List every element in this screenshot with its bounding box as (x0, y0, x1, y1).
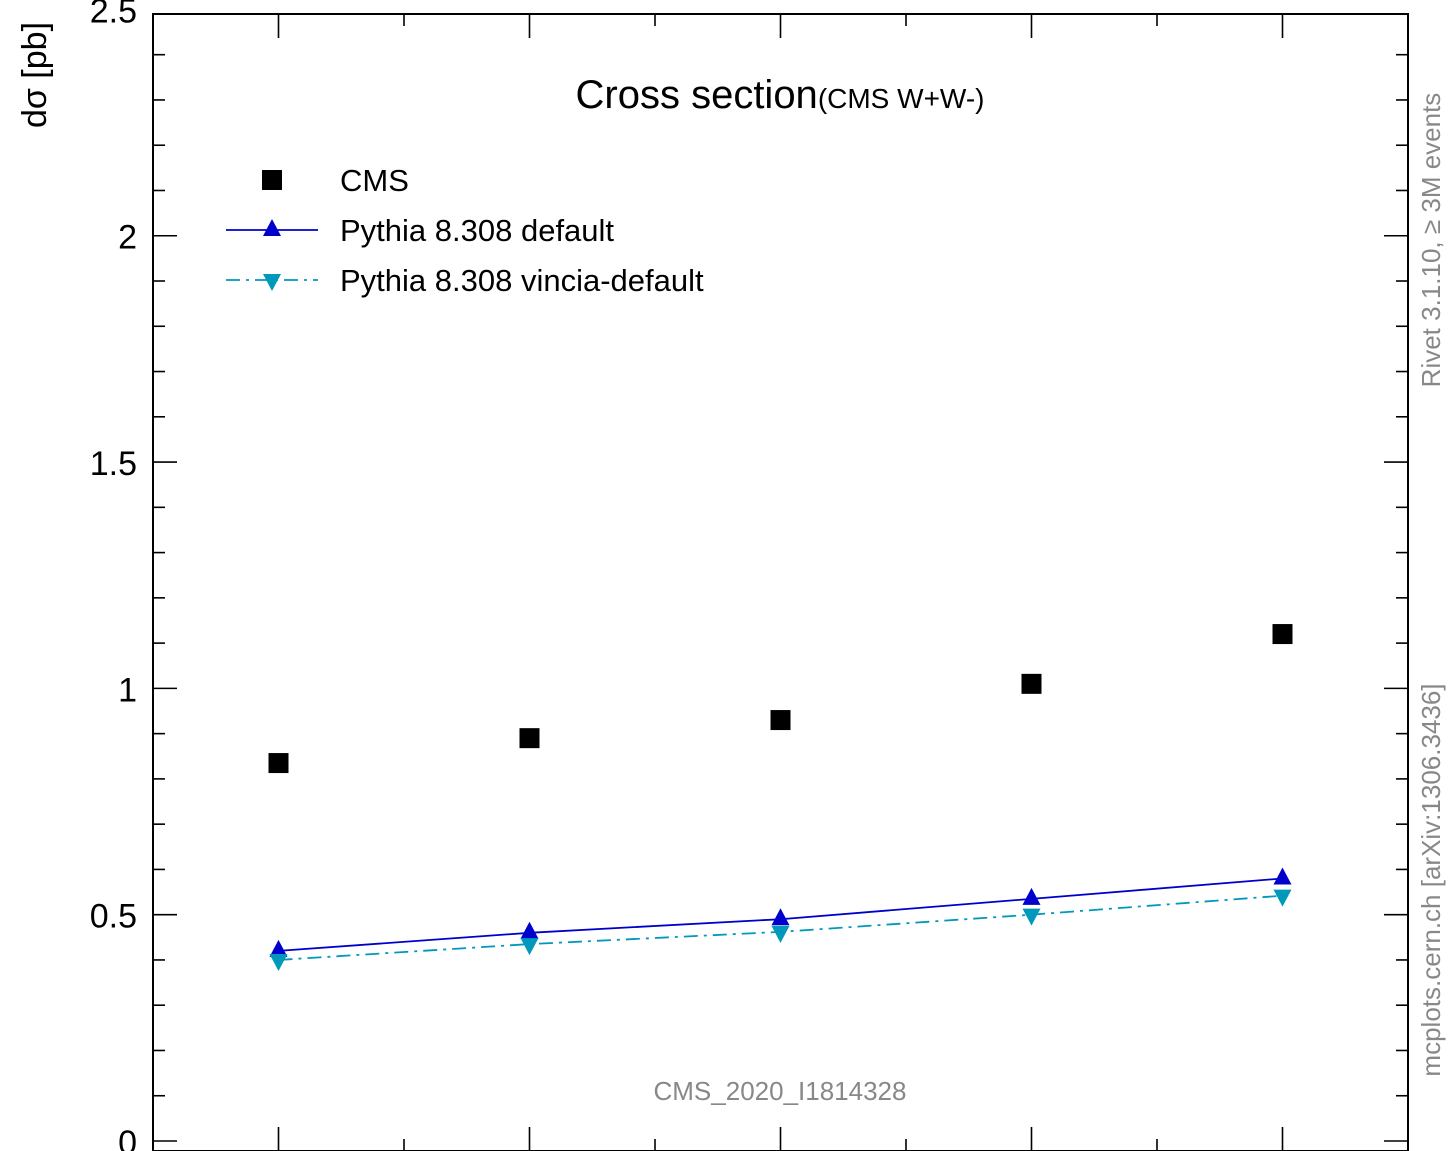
data-point-triangle-up (1273, 867, 1292, 885)
legend-label: Pythia 8.308 default (340, 213, 614, 248)
legend-marker-square (262, 170, 282, 190)
data-point-square (1021, 673, 1042, 694)
data-point-triangle-up (1022, 887, 1041, 905)
series-markers (268, 624, 1293, 971)
y-axis-label: dσ [pb] (16, 22, 54, 128)
legend-label: CMS (340, 163, 409, 198)
data-point-square (519, 728, 540, 749)
data-point-triangle-down (520, 938, 539, 956)
data-point-triangle-up (520, 921, 539, 939)
data-point-square (268, 753, 289, 774)
y-tick-label: 1 (118, 671, 137, 709)
data-point-triangle-up (771, 908, 790, 926)
y-tick-label: 0 (118, 1124, 137, 1151)
data-point-triangle-down (269, 953, 288, 971)
legend-marker-triangle-down (263, 274, 281, 291)
data-point-square (1272, 624, 1293, 645)
legend-label: Pythia 8.308 vincia-default (340, 263, 704, 298)
plot-frame (152, 13, 1409, 1151)
y-tick-labels: 0 0.5 1 1.5 2 2.5 (90, 0, 137, 1151)
tick-marks (152, 14, 1409, 1151)
chart-title-main: Cross section (576, 73, 818, 117)
analysis-id-label: CMS_2020_I1814328 (654, 1076, 907, 1106)
rivet-version-label: Rivet 3.1.10, ≥ 3M events (1416, 93, 1446, 388)
data-point-triangle-down (1022, 908, 1041, 926)
legend-marker-triangle-up (263, 219, 281, 236)
legend: CMS Pythia 8.308 default Pythia 8.308 vinc… (226, 163, 704, 298)
data-point-triangle-down (771, 925, 790, 943)
data-point-triangle-up (269, 939, 288, 957)
data-point-triangle-down (1273, 889, 1292, 907)
y-tick-label: 1.5 (90, 445, 137, 483)
data-point-square (770, 710, 791, 731)
mcplots-source-label: mcplots.cern.ch [arXiv:1306.3436] (1416, 683, 1446, 1076)
y-tick-label: 0.5 (90, 898, 137, 936)
y-tick-label: 2 (118, 219, 137, 257)
y-tick-label: 2.5 (90, 0, 137, 30)
chart-title-suffix: (CMS W+W-) (818, 83, 985, 114)
chart-title: Cross section(CMS W+W-) (576, 73, 985, 117)
